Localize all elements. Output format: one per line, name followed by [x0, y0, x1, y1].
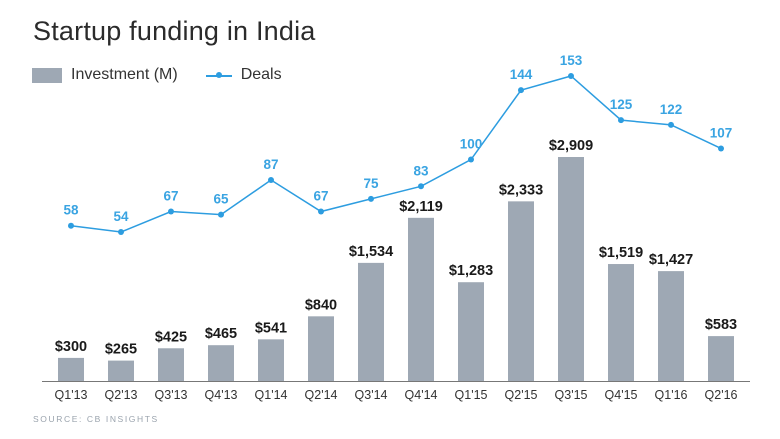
deals-data-label: 125	[610, 97, 633, 112]
deals-data-label: 67	[313, 189, 328, 204]
bar-data-label: $1,283	[449, 263, 493, 279]
bar	[708, 336, 734, 381]
bar-data-label: $583	[705, 317, 737, 333]
bar-data-label: $541	[255, 320, 287, 336]
bar	[108, 360, 134, 381]
deals-data-label: 83	[413, 163, 429, 178]
deals-data-label: 58	[63, 203, 79, 218]
deals-data-label: 153	[560, 53, 583, 68]
x-tick-label: Q3'13	[155, 388, 188, 402]
chart-title: Startup funding in India	[33, 16, 316, 46]
deals-point	[268, 177, 274, 183]
deals-series-line	[70, 75, 722, 233]
x-tick-label: Q2'15	[505, 388, 538, 402]
bar	[158, 348, 184, 381]
deals-point	[368, 195, 374, 202]
deals-data-label: 67	[163, 189, 178, 204]
deals-point	[318, 208, 324, 215]
deals-point	[68, 222, 74, 229]
x-tick-label: Q1'16	[655, 388, 688, 402]
deals-point	[718, 145, 724, 152]
deals-point	[468, 156, 474, 163]
bar-data-label: $840	[305, 297, 337, 313]
x-tick-label: Q2'16	[705, 388, 738, 402]
deals-data-label: 100	[460, 137, 483, 152]
x-tick-label: Q3'15	[555, 388, 588, 402]
bar	[608, 264, 634, 381]
deals-data-label: 87	[263, 157, 278, 172]
bar	[558, 157, 584, 381]
deals-point	[168, 208, 174, 215]
x-tick-label: Q4'15	[605, 388, 638, 402]
bar	[208, 345, 234, 381]
deals-point	[518, 87, 524, 94]
bar	[408, 217, 434, 381]
deals-data-label: 54	[113, 209, 129, 224]
deals-data-label: 75	[363, 176, 379, 191]
legend-investment-swatch	[32, 67, 62, 83]
bar-data-label: $465	[205, 326, 237, 342]
bar	[258, 339, 284, 381]
legend: Investment (M) Deals	[32, 64, 282, 86]
deals-point	[118, 229, 124, 235]
deals-point	[218, 211, 224, 218]
deals-data-label: 65	[213, 192, 229, 207]
bar-data-label: $2,333	[499, 182, 543, 198]
x-tick-label: Q1'13	[55, 388, 88, 402]
bar-data-label: $2,119	[399, 199, 443, 215]
bar	[358, 262, 384, 381]
bar-data-label: $265	[105, 342, 137, 358]
bar-data-label: $425	[155, 329, 187, 345]
legend-investment-label: Investment (M)	[71, 66, 178, 83]
x-tick-label: Q4'14	[405, 388, 438, 402]
bar-data-label: $2,909	[549, 138, 593, 154]
deals-point	[568, 73, 574, 79]
bar	[308, 316, 334, 381]
legend-deals-label: Deals	[240, 66, 282, 83]
bar-data-label: $1,519	[599, 245, 643, 261]
source-note: SOURCE: CB INSIGHTS	[33, 414, 159, 424]
bar	[508, 201, 534, 381]
deals-data-label: 144	[510, 67, 533, 82]
x-tick-label: Q3'14	[355, 388, 388, 402]
deals-data-label: 122	[660, 102, 683, 117]
x-tick-label: Q2'13	[105, 388, 138, 402]
x-tick-label: Q4'13	[205, 388, 238, 402]
bar	[658, 271, 684, 381]
bar-data-label: $1,427	[649, 252, 693, 268]
x-tick-label: Q1'14	[255, 388, 288, 402]
x-tick-label: Q1'15	[455, 388, 488, 402]
bar	[458, 282, 484, 381]
deals-point	[668, 121, 674, 128]
legend-deals-swatch	[205, 68, 232, 82]
bar-data-label: $300	[55, 339, 87, 355]
deals-point	[618, 117, 624, 124]
deals-point	[418, 183, 424, 190]
x-tick-label: Q2'14	[305, 388, 338, 402]
bar	[58, 357, 84, 381]
deals-data-label: 107	[710, 125, 733, 140]
bar-data-label: $1,534	[349, 244, 393, 260]
